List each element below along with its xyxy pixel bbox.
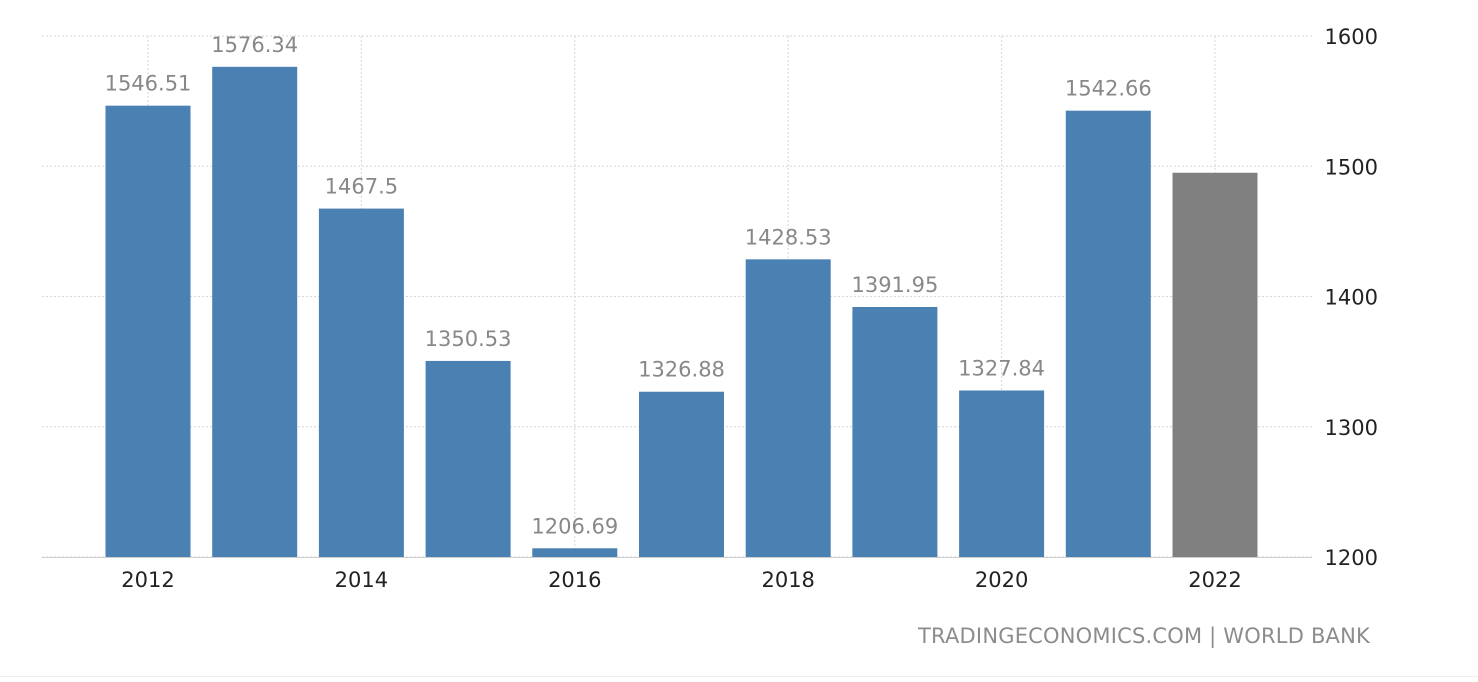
data-label-2017: 1326.88: [638, 358, 725, 382]
x-tick-label: 2020: [975, 568, 1028, 592]
data-label-2015: 1350.53: [425, 327, 512, 351]
bar-2019: [852, 306, 938, 557]
x-tick-label: 2016: [548, 568, 601, 592]
bar-2020: [959, 390, 1045, 557]
data-label-2014: 1467.5: [325, 175, 398, 199]
data-label-2012: 1546.51: [105, 72, 192, 96]
y-tick-label: 1600: [1325, 25, 1378, 49]
source-credit: TRADINGECONOMICS.COM | WORLD BANK: [918, 624, 1370, 648]
data-labels: 1546.51 1576.34 1467.5 1350.53 1206.69 1326.8…: [105, 33, 1152, 538]
bar-2022: [1172, 172, 1258, 557]
bar-2021: [1065, 110, 1151, 557]
x-tick-label: 2022: [1188, 568, 1241, 592]
y-tick-label: 1500: [1325, 155, 1378, 179]
data-label-2020: 1327.84: [958, 356, 1045, 380]
x-tick-label: 2018: [761, 568, 814, 592]
data-label-2021: 1542.66: [1065, 77, 1152, 101]
x-tick-label: 2012: [121, 568, 174, 592]
bar-2016: [532, 548, 618, 557]
y-tick-label: 1300: [1325, 416, 1378, 440]
y-tick-label: 1200: [1325, 546, 1378, 570]
bottom-divider: [0, 676, 1478, 677]
data-label-2016: 1206.69: [531, 514, 618, 538]
y-tick-label: 1400: [1325, 286, 1378, 310]
bar-2017: [639, 391, 724, 557]
bar-2018: [745, 259, 831, 557]
x-tick-label: 2014: [335, 568, 388, 592]
data-label-2019: 1391.95: [851, 273, 938, 297]
data-label-2013: 1576.34: [211, 33, 298, 57]
bar-2015: [425, 360, 511, 557]
x-axis-ticks: 2012 2014 2016 2018 2020 2022: [121, 568, 1241, 592]
bar-2014: [318, 208, 404, 558]
y-axis-ticks: 1200 1300 1400 1500 1600: [1325, 25, 1378, 570]
bar-2013: [212, 66, 298, 558]
data-label-2018: 1428.53: [745, 225, 832, 249]
bar-2012: [105, 105, 191, 558]
bars: [105, 66, 1258, 558]
